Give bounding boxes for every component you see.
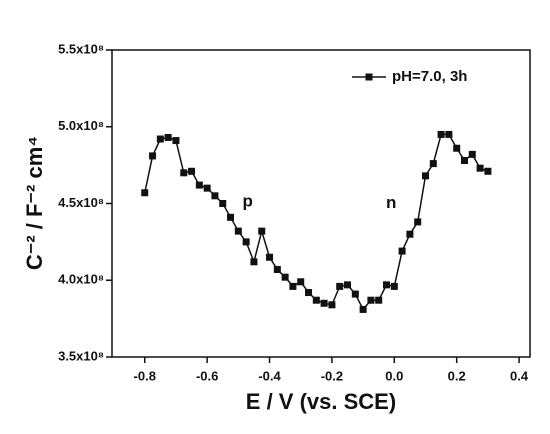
annotation: p [242,191,252,210]
data-point [429,160,437,168]
data-point [149,152,157,160]
plot-frame [111,49,531,358]
data-point [156,135,164,143]
data-point [266,253,274,261]
legend-label: pH=7.0, 3h [392,68,467,85]
data-point [141,189,149,197]
x-tick-label: 0.4 [510,368,529,383]
data-point [227,213,235,221]
data-point [203,184,211,192]
data-point [312,296,320,304]
x-tick-label: 0.0 [385,368,403,383]
legend-marker [365,73,373,81]
data-point [211,192,219,200]
data-point [484,167,492,175]
data-point [250,258,258,266]
data-point [390,282,398,290]
x-tick-label: -0.2 [321,368,343,383]
data-point [328,301,336,309]
data-point [180,169,188,177]
data-point [375,296,383,304]
y-axis-label: C⁻² / F⁻² cm⁴ [22,136,47,270]
data-point [453,144,461,152]
data-point [289,282,297,290]
annotation: n [386,193,396,212]
data-point [258,227,266,235]
data-point [422,172,429,180]
x-tick-label: -0.6 [196,368,218,383]
y-tick-label: 3.5x10⁸ [58,348,104,363]
data-point [476,164,484,172]
x-tick-label: -0.4 [258,368,281,383]
data-point [164,133,172,141]
data-point [383,281,391,289]
data-point [234,227,242,235]
data-point [172,137,180,145]
data-point [188,167,196,175]
data-point [437,130,445,138]
data-point [351,290,359,298]
data-point [398,247,406,255]
data-point [468,150,476,158]
data-point [414,218,422,226]
data-point [460,157,468,165]
y-tick-label: 5.5x10⁸ [58,41,104,56]
data-point [242,238,250,246]
data-point [359,305,367,313]
data-point [281,273,289,281]
data-point [305,289,313,297]
data-point [445,130,453,138]
data-point [336,282,344,290]
data-point [367,296,375,304]
x-tick-label: -0.8 [134,368,156,383]
data-point [219,200,227,207]
data-point [344,281,352,289]
y-tick-label: 4.0x10⁸ [58,272,104,287]
data-point [320,299,328,307]
x-tick-label: 0.2 [448,368,466,383]
y-tick-label: 4.5x10⁸ [58,195,104,210]
data-point [297,278,305,286]
data-point [195,181,203,189]
data-point [273,266,281,274]
x-axis-label: E / V (vs. SCE) [246,389,396,414]
data-point [406,230,414,238]
y-tick-label: 5.0x10⁸ [58,118,104,133]
